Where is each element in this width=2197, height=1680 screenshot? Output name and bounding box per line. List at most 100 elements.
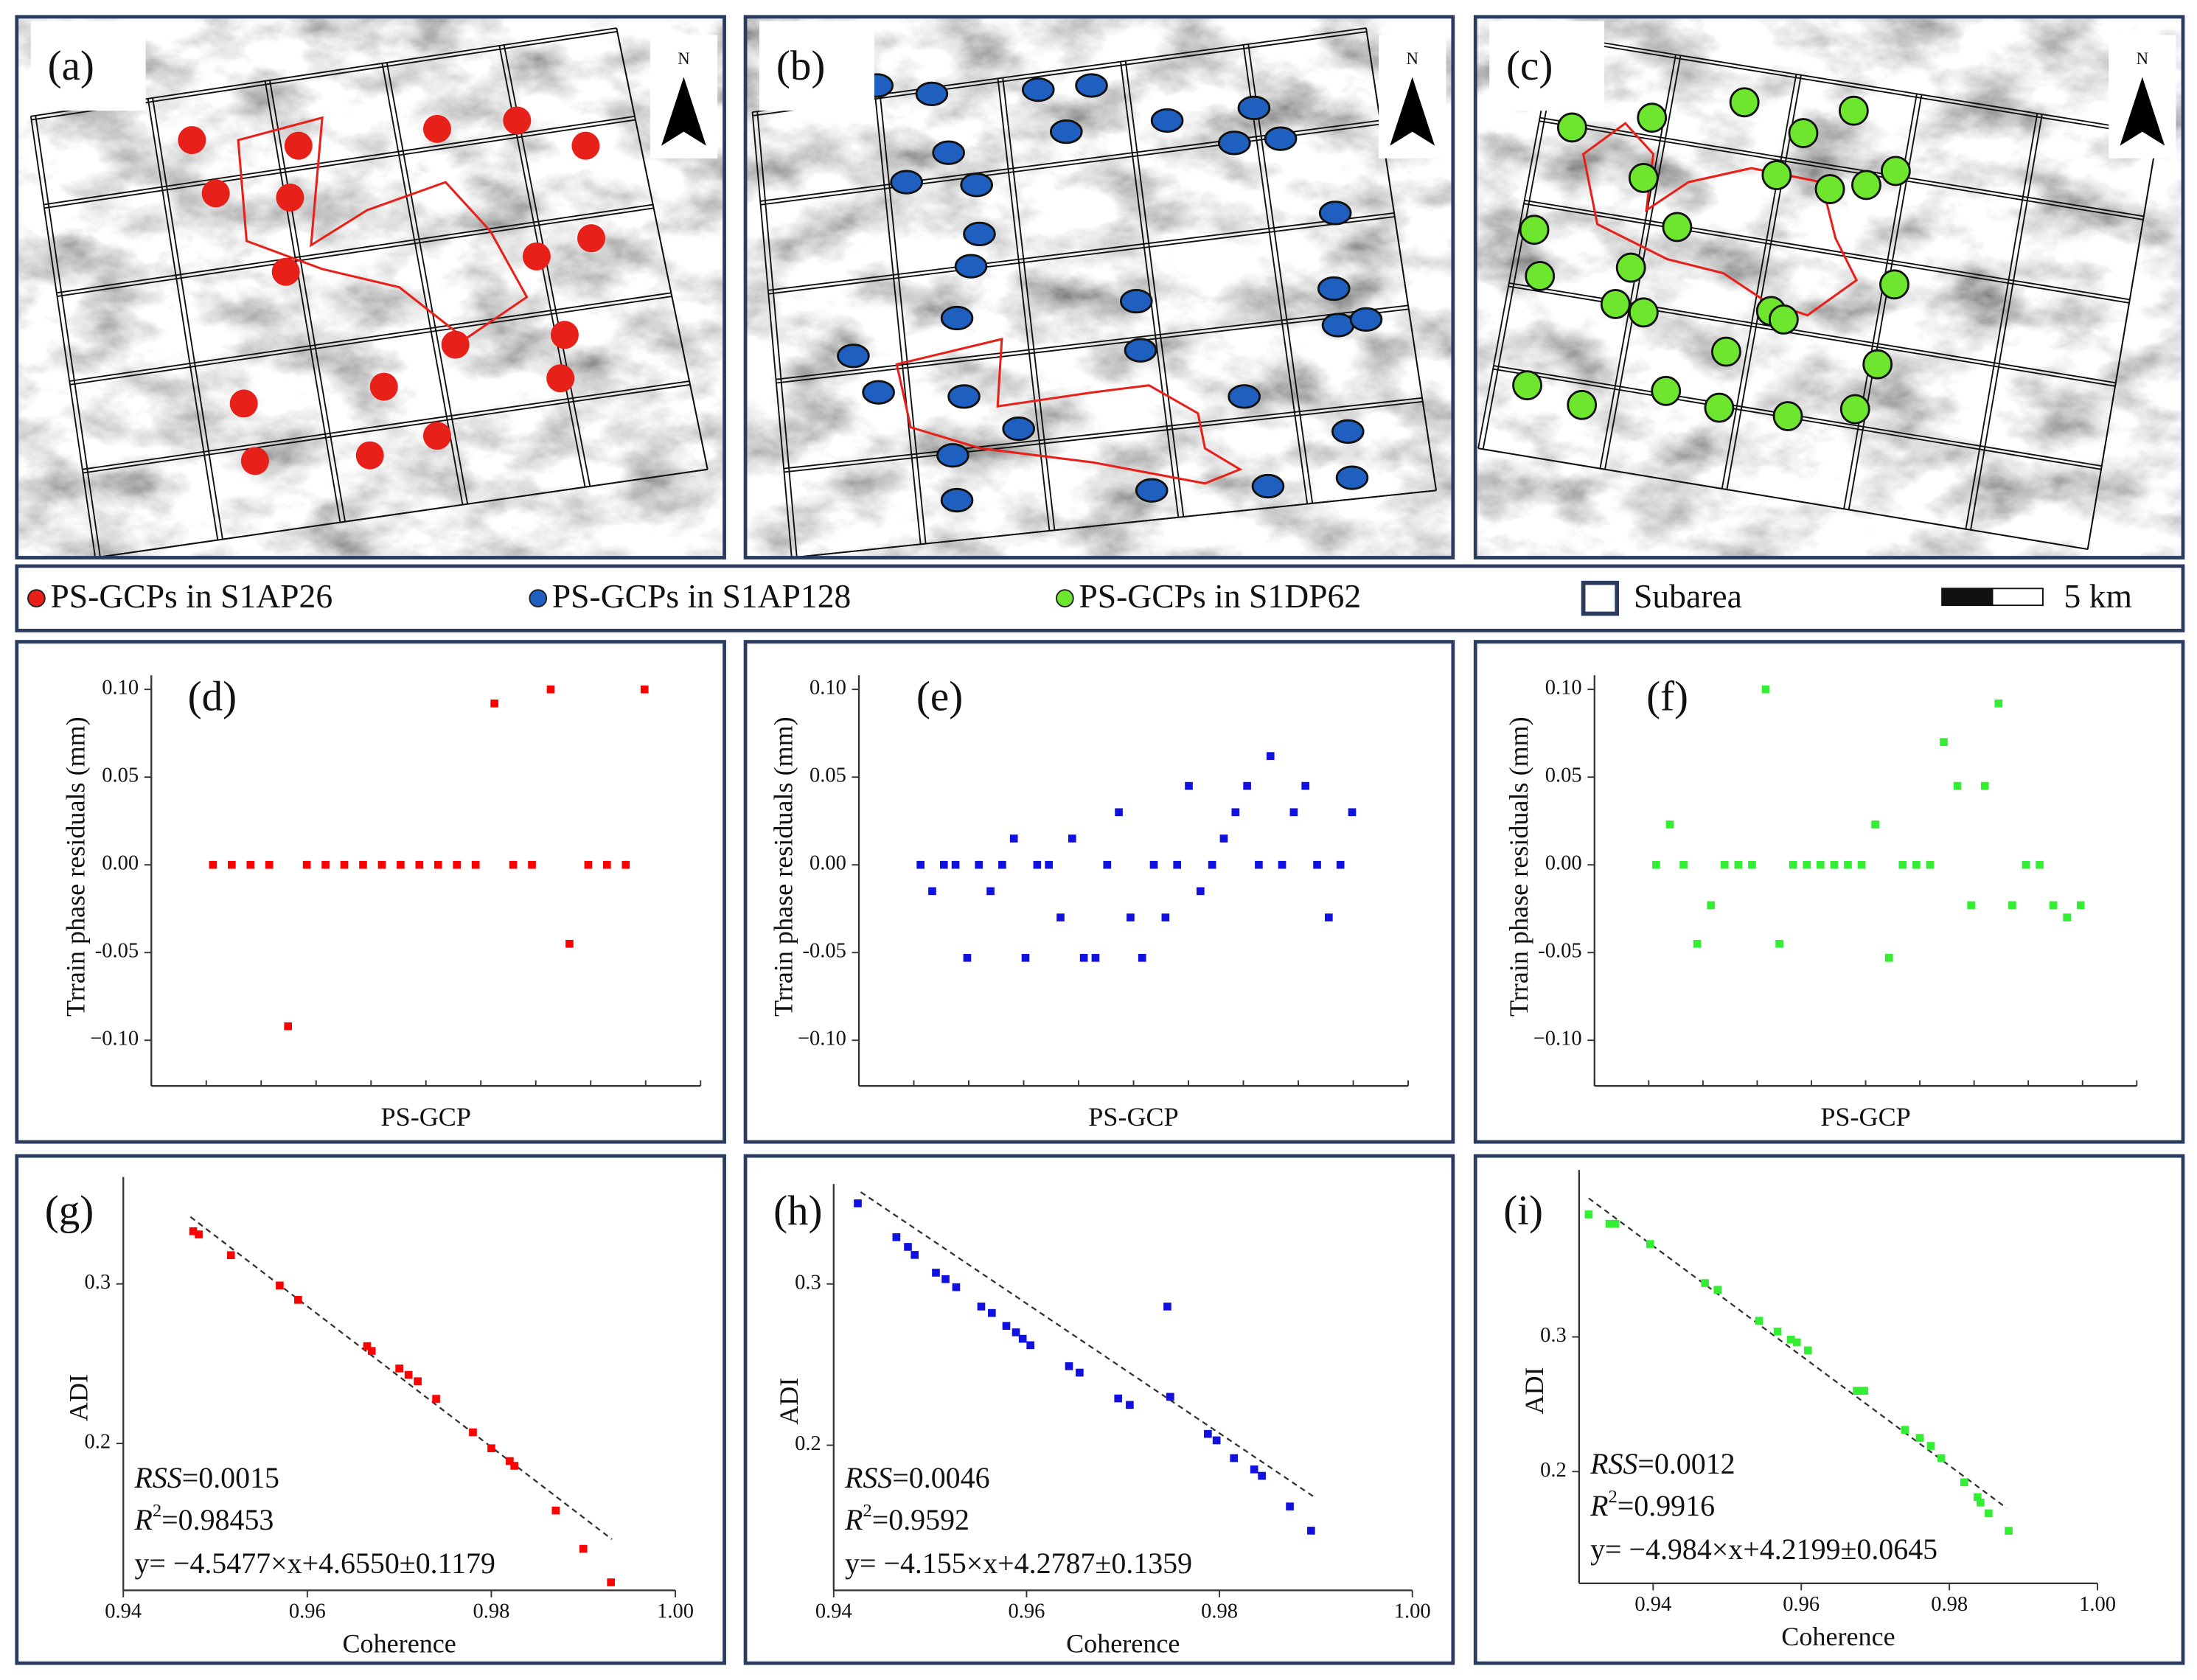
map-panel: (a) N <box>16 16 725 558</box>
point <box>246 860 255 869</box>
point <box>565 939 574 948</box>
r2-name: R <box>844 1503 863 1536</box>
point <box>415 860 424 869</box>
ps-gcp <box>550 321 579 349</box>
x-tick-label: 1.00 <box>2079 1593 2116 1616</box>
point <box>490 699 498 708</box>
x-axis-label: Coherence <box>342 1629 456 1659</box>
point <box>1219 834 1228 843</box>
x-tick-label: 1.00 <box>1394 1600 1431 1623</box>
ps-gcp <box>1628 162 1659 193</box>
grid-column <box>1002 77 1056 531</box>
ps-gcp <box>936 443 969 468</box>
ps-gcp <box>1761 160 1792 191</box>
grid-row <box>784 400 1423 473</box>
ps-gcp <box>1600 289 1631 319</box>
x-tick-label: 0.98 <box>1201 1600 1238 1623</box>
point <box>509 860 518 869</box>
grid-column <box>1365 27 1437 491</box>
grid-column <box>29 116 97 558</box>
grid-row <box>69 296 672 386</box>
point <box>1713 1286 1722 1294</box>
point <box>941 1275 950 1283</box>
ps-gcp <box>940 305 974 331</box>
x-axis-label: PS-GCP <box>381 1102 471 1132</box>
point <box>1166 1393 1174 1401</box>
grid-row <box>1539 116 2144 217</box>
point <box>986 887 995 896</box>
ps-gcp <box>1075 73 1108 98</box>
ps-gcp <box>201 179 230 208</box>
ps-gcp <box>441 330 470 359</box>
grid-row <box>1524 199 2130 301</box>
grid-column <box>152 97 223 540</box>
point <box>2049 901 2058 910</box>
point <box>854 1199 862 1207</box>
x-tick-label: 0.98 <box>1931 1593 1968 1616</box>
panel-label: (h) <box>773 1188 822 1234</box>
point <box>584 860 593 869</box>
panel-border <box>1473 1154 2185 1665</box>
grid-row <box>768 215 1395 295</box>
point <box>1775 939 1783 948</box>
point <box>1301 781 1310 790</box>
point <box>640 685 649 694</box>
point <box>1789 860 1797 869</box>
chart: 0.2 0.3 0.94 0.96 0.98 1.00 (h) Coherence ADI RSS… <box>743 1154 1455 1665</box>
point <box>1307 1527 1315 1535</box>
ps-gcp <box>1021 77 1055 102</box>
point <box>1056 913 1065 921</box>
point <box>1665 820 1674 829</box>
point <box>487 1444 495 1452</box>
point <box>414 1377 422 1386</box>
point <box>1611 1219 1620 1228</box>
y-axis-label: Trrain phase residuals (mm) <box>1504 717 1533 1017</box>
ps-gcp <box>503 106 532 135</box>
ps-gcp <box>1228 384 1261 409</box>
ps-gcp <box>1879 269 1909 300</box>
grid-row <box>95 468 708 558</box>
point <box>2063 913 2072 921</box>
panel-label: (b) <box>776 43 825 89</box>
panel-label: (a) <box>48 43 94 89</box>
grid-row <box>57 207 654 297</box>
y-tick-label: 0.2 <box>1540 1459 1567 1482</box>
point <box>998 860 1006 869</box>
scale-bar-white <box>1991 588 2044 607</box>
point <box>1901 1426 1909 1434</box>
ps-gcp <box>1519 215 1550 245</box>
subarea-outline <box>237 116 529 341</box>
point <box>209 860 217 869</box>
point <box>1980 781 1989 790</box>
north-arrow <box>2120 77 2165 146</box>
y-axis-label: Trrain phase residuals (mm) <box>61 717 91 1017</box>
grid-column <box>1120 61 1180 517</box>
map-border <box>15 15 726 560</box>
ps-gcp <box>284 131 313 160</box>
grid-row <box>56 203 653 294</box>
y-tick-label: 0.00 <box>809 852 846 875</box>
point <box>1974 1493 1982 1502</box>
point <box>226 1251 235 1260</box>
point <box>1103 860 1112 869</box>
r2-value: =0.9592 <box>872 1503 969 1536</box>
ps-gcp <box>1525 261 1556 291</box>
point <box>1860 1387 1868 1395</box>
ps-gcp <box>1880 156 1911 187</box>
y-tick-label: 0.00 <box>1545 852 1582 875</box>
point <box>1138 954 1146 962</box>
grid-column <box>35 115 101 557</box>
point <box>1336 860 1345 869</box>
ps-gcp <box>1321 313 1355 338</box>
legend-label: PS-GCPs in S1AP26 <box>50 577 332 615</box>
point <box>1693 939 1702 948</box>
point <box>528 860 536 869</box>
point <box>1761 685 1770 694</box>
grid-column <box>879 94 927 544</box>
rss-name: RSS <box>844 1461 892 1494</box>
rss-value: =0.0046 <box>892 1461 989 1494</box>
point <box>977 1303 986 1311</box>
point <box>1114 1394 1123 1403</box>
ps-gcp <box>862 380 895 405</box>
point <box>904 1243 912 1251</box>
